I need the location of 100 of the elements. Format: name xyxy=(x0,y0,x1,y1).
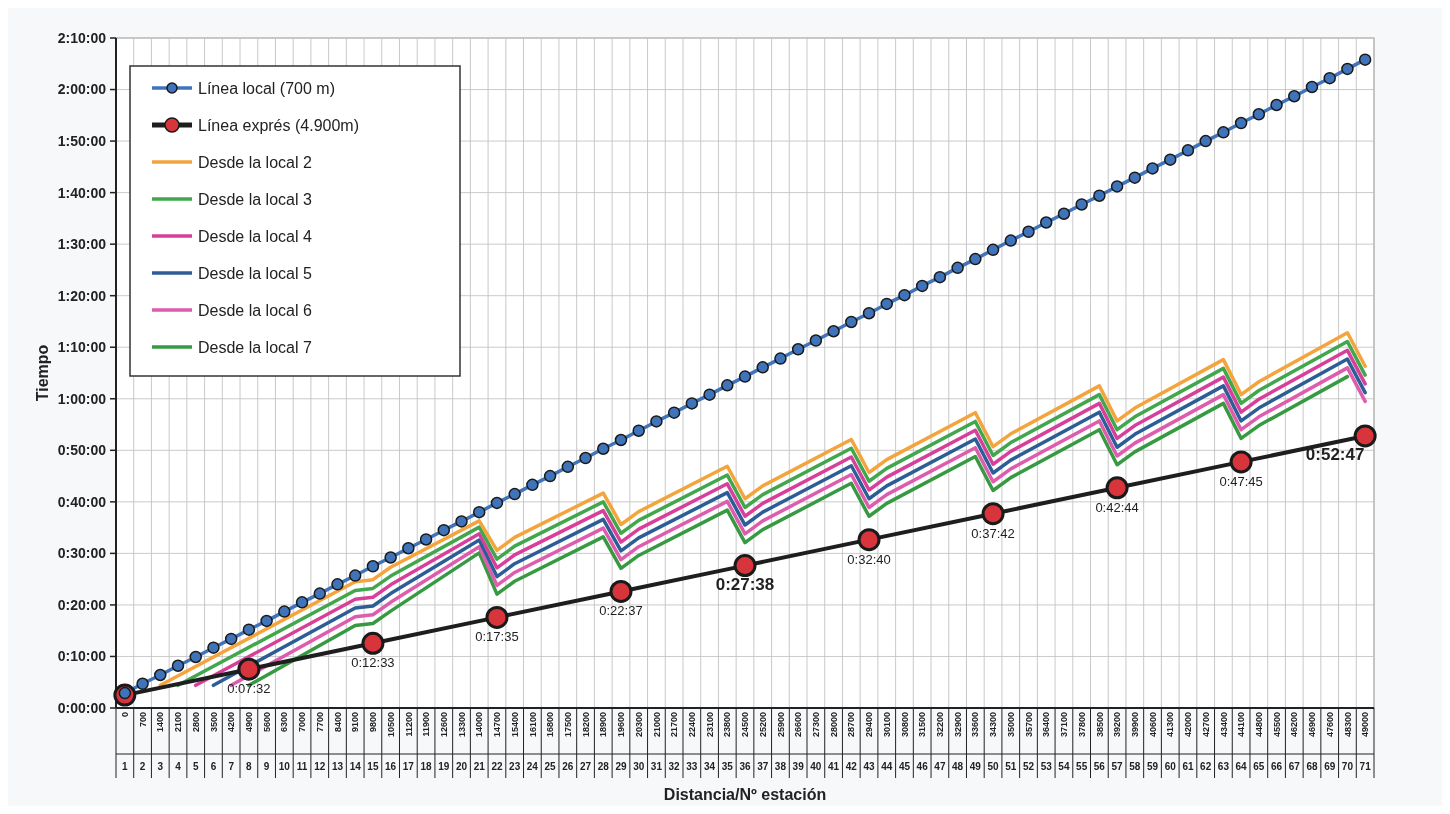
x2-tick-label: 41 xyxy=(828,760,840,772)
y-tick-label: 1:20:00 xyxy=(57,287,107,304)
data-label: 0:47:45 xyxy=(1219,473,1263,489)
data-label: 0:27:38 xyxy=(715,574,775,594)
x2-tick-label: 10 xyxy=(278,760,291,772)
x2-tick-label: 38 xyxy=(774,760,787,772)
x2-tick-label: 9 xyxy=(263,760,270,772)
x-tick-label: 23100 xyxy=(704,712,715,738)
x-tick-label: 10500 xyxy=(385,712,396,738)
x2-tick-label: 18 xyxy=(420,760,433,772)
x2-tick-label: 22 xyxy=(491,760,503,772)
point xyxy=(1229,450,1253,474)
x2-tick-label: 11 xyxy=(296,760,308,772)
x2-tick-label: 26 xyxy=(562,760,574,772)
x-tick-label: 11900 xyxy=(421,712,432,737)
x-tick-label: 22400 xyxy=(687,712,697,738)
x-tick-label: 35700 xyxy=(1023,712,1034,738)
point xyxy=(1353,424,1377,448)
y-tick-label: 1:50:00 xyxy=(57,132,107,149)
x2-tick-label: 69 xyxy=(1324,760,1336,772)
x2-tick-label: 46 xyxy=(916,760,929,772)
x-tick-label: 16800 xyxy=(545,712,556,738)
x-tick-label: 34300 xyxy=(988,712,999,738)
x-tick-label: 4900 xyxy=(244,712,255,733)
x-tick-label: 7000 xyxy=(297,712,308,733)
x2-tick-label: 23 xyxy=(509,760,521,772)
x2-tick-label: 71 xyxy=(1359,760,1372,772)
x-tick-label: 14700 xyxy=(492,712,503,738)
x-tick-label: 28700 xyxy=(846,712,857,738)
y-tick-label: 0:40:00 xyxy=(57,493,107,510)
x2-tick-label: 36 xyxy=(739,760,751,772)
x2-tick-label: 49 xyxy=(969,760,982,772)
data-label: 0:17:35 xyxy=(475,629,519,645)
x-tick-label: 11200 xyxy=(403,712,414,737)
x-tick-label: 49000 xyxy=(1360,712,1371,738)
x2-tick-label: 68 xyxy=(1306,760,1318,772)
x2-tick-label: 19 xyxy=(438,760,450,772)
y-tick-label: 1:00:00 xyxy=(57,390,107,407)
x-tick-label: 37100 xyxy=(1059,712,1070,738)
y-tick-label: 0:00:00 xyxy=(57,699,107,716)
x-tick-label: 39200 xyxy=(1112,712,1123,738)
legend-label: Desde la local 7 xyxy=(198,338,312,356)
x2-tick-label: 34 xyxy=(704,760,716,772)
x2-tick-label: 63 xyxy=(1217,760,1230,772)
point xyxy=(237,657,261,681)
x2-tick-label: 16 xyxy=(385,760,397,772)
x-tick-label: 41300 xyxy=(1165,712,1176,738)
x-tick-label: 24500 xyxy=(740,712,751,738)
x-tick-label: 0 xyxy=(120,712,131,718)
x-tick-label: 36400 xyxy=(1041,712,1052,738)
x2-tick-label: 66 xyxy=(1270,760,1283,772)
data-label: 0:42:44 xyxy=(1095,499,1139,515)
legend-label: Desde la local 3 xyxy=(198,190,312,208)
x-tick-label: 19600 xyxy=(616,712,627,738)
y-axis-title: Tiempo xyxy=(34,344,51,402)
x2-tick-label: 21 xyxy=(473,760,486,772)
point xyxy=(609,579,633,603)
x2-tick-label: 32 xyxy=(668,760,681,772)
x2-tick-label: 52 xyxy=(1022,760,1035,772)
x-tick-label: 46200 xyxy=(1289,712,1300,738)
x2-tick-label: 7 xyxy=(228,760,235,772)
x2-tick-label: 39 xyxy=(792,760,805,772)
legend-label: Línea local (700 m) xyxy=(198,79,335,97)
y-tick-label: 0:10:00 xyxy=(57,648,107,665)
legend-label: Desde la local 5 xyxy=(198,264,312,282)
x2-tick-label: 4 xyxy=(175,760,182,772)
x-tick-label: 1400 xyxy=(155,712,166,733)
x-tick-label: 46900 xyxy=(1307,712,1318,738)
data-label: 0:22:37 xyxy=(599,603,643,619)
x-tick-label: 15400 xyxy=(509,712,520,738)
x-tick-label: 32900 xyxy=(952,712,963,738)
x-tick-label: 12600 xyxy=(438,712,449,738)
x2-tick-label: 65 xyxy=(1253,760,1265,772)
x2-tick-label: 37 xyxy=(757,760,769,772)
x-tick-label: 35000 xyxy=(1005,712,1016,738)
legend-label: Desde la local 4 xyxy=(198,227,312,245)
x-tick-label: 2800 xyxy=(190,712,201,733)
x-tick-label: 38500 xyxy=(1094,712,1105,738)
x2-tick-label: 44 xyxy=(881,760,893,772)
x2-tick-label: 50 xyxy=(987,760,1000,772)
x2-tick-label: 43 xyxy=(863,760,876,772)
x-tick-label: 28000 xyxy=(828,712,839,738)
x2-tick-label: 27 xyxy=(579,760,592,772)
point xyxy=(857,528,881,552)
x2-tick-label: 40 xyxy=(810,760,822,772)
x2-tick-label: 35 xyxy=(721,760,734,772)
x2-tick-label: 17 xyxy=(402,760,415,772)
x2-tick-label: 3 xyxy=(157,760,164,772)
x2-tick-label: 58 xyxy=(1129,760,1141,772)
x-tick-label: 42000 xyxy=(1183,712,1194,738)
point xyxy=(1105,476,1129,500)
x-tick-label: 14000 xyxy=(474,712,485,738)
x2-tick-label: 31 xyxy=(650,760,663,772)
data-label: 0:52:47 xyxy=(1305,444,1365,464)
x-tick-label: 13300 xyxy=(456,712,467,738)
x2-tick-label: 56 xyxy=(1093,760,1106,772)
data-label: 0:37:42 xyxy=(971,525,1015,541)
point xyxy=(361,631,385,655)
data-label: 0:07:32 xyxy=(227,681,271,697)
x-tick-label: 43400 xyxy=(1218,712,1229,738)
